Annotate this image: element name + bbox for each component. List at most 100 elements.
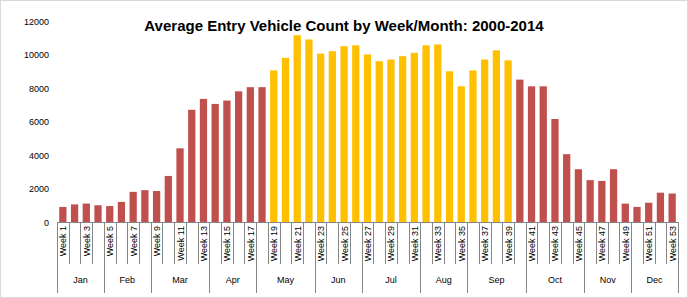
x-tick-label: Week 31 (410, 226, 420, 261)
bar (481, 60, 488, 222)
bar (258, 87, 265, 222)
category-tick (491, 222, 492, 264)
chart-border (1, 1, 688, 298)
bar (317, 54, 324, 222)
bar (352, 45, 359, 222)
bar (563, 154, 570, 222)
category-tick (303, 222, 304, 264)
x-tick-label: Week 27 (363, 226, 373, 261)
bar (622, 204, 629, 222)
group-separator (151, 222, 152, 293)
bar (422, 45, 429, 222)
group-separator (584, 222, 585, 293)
bar (504, 60, 511, 222)
category-tick (69, 222, 70, 264)
category-tick (326, 222, 327, 264)
month-label: Dec (647, 275, 664, 285)
bar (633, 207, 640, 222)
y-tick (54, 54, 57, 55)
x-tick-label: Week 13 (199, 226, 209, 261)
y-tick (54, 222, 57, 223)
x-tick-label: Week 53 (668, 226, 678, 261)
group-separator (315, 222, 316, 293)
x-tick-label: Week 29 (386, 226, 396, 261)
bar (446, 71, 453, 222)
category-tick (233, 222, 234, 264)
bar (153, 191, 160, 222)
x-tick-label: Week 9 (152, 226, 162, 256)
x-tick-label: Week 33 (433, 226, 443, 261)
bar (305, 39, 312, 222)
bar (282, 58, 289, 222)
bar (364, 55, 371, 223)
x-tick-label: Week 37 (480, 226, 490, 261)
y-tick (54, 21, 57, 22)
category-tick (655, 222, 656, 264)
x-tick-label: Week 51 (644, 226, 654, 261)
x-tick-label: Week 1 (58, 226, 68, 256)
bar (575, 169, 582, 222)
x-tick-label: Week 17 (246, 226, 256, 261)
category-tick (92, 222, 93, 264)
bar (399, 56, 406, 222)
category-tick (561, 222, 562, 264)
category-tick (186, 222, 187, 264)
bar (516, 80, 523, 222)
bar (294, 35, 301, 222)
category-tick (373, 222, 374, 264)
bar (340, 46, 347, 222)
month-label: Jan (73, 275, 88, 285)
y-tick-label: 2000 (29, 184, 49, 194)
bar (551, 119, 558, 222)
bar (434, 44, 441, 222)
x-tick-label: Week 49 (621, 226, 631, 261)
bar (528, 86, 535, 222)
month-label: Mar (172, 275, 188, 285)
y-tick-label: 12000 (24, 17, 49, 27)
group-separator (104, 222, 105, 293)
category-tick (608, 222, 609, 264)
y-tick-label: 6000 (29, 117, 49, 127)
bar (212, 104, 219, 222)
bar (200, 99, 207, 222)
group-separator (209, 222, 210, 293)
bar (586, 180, 593, 222)
x-tick-label: Week 5 (105, 226, 115, 256)
bar (188, 110, 195, 222)
bar (411, 53, 418, 222)
title: Average Entry Vehicle Count by Week/Mont… (144, 17, 544, 34)
bar (59, 207, 66, 222)
month-label: Aug (436, 275, 452, 285)
bar (376, 61, 383, 222)
month-label: Feb (120, 275, 136, 285)
x-tick-label: Week 35 (457, 226, 467, 261)
month-label: May (277, 275, 295, 285)
bar (83, 204, 90, 222)
bar (176, 148, 183, 222)
group-separator (631, 222, 632, 293)
x-tick-label: Week 43 (550, 226, 560, 261)
category-tick (397, 222, 398, 264)
group-separator (526, 222, 527, 293)
x-tick-label: Week 47 (597, 226, 607, 261)
month-label: Oct (548, 275, 563, 285)
group-separator (362, 222, 363, 293)
category-tick (537, 222, 538, 264)
category-tick (350, 222, 351, 264)
chart: Average Entry Vehicle Count by Week/Mont… (0, 0, 688, 298)
bar (71, 204, 78, 222)
bar (223, 101, 230, 222)
month-label: Sep (488, 275, 504, 285)
x-tick-label: Week 7 (129, 226, 139, 256)
bar (469, 70, 476, 222)
x-tick-label: Week 15 (222, 226, 232, 261)
bar (669, 194, 676, 222)
x-tick-label: Week 11 (176, 226, 186, 261)
x-tick-label: Week 21 (293, 226, 303, 261)
bar (94, 205, 101, 222)
bar (118, 202, 125, 222)
month-label: Nov (600, 275, 617, 285)
x-tick-label: Week 25 (340, 226, 350, 261)
bar (540, 86, 547, 222)
group-separator (420, 222, 421, 293)
